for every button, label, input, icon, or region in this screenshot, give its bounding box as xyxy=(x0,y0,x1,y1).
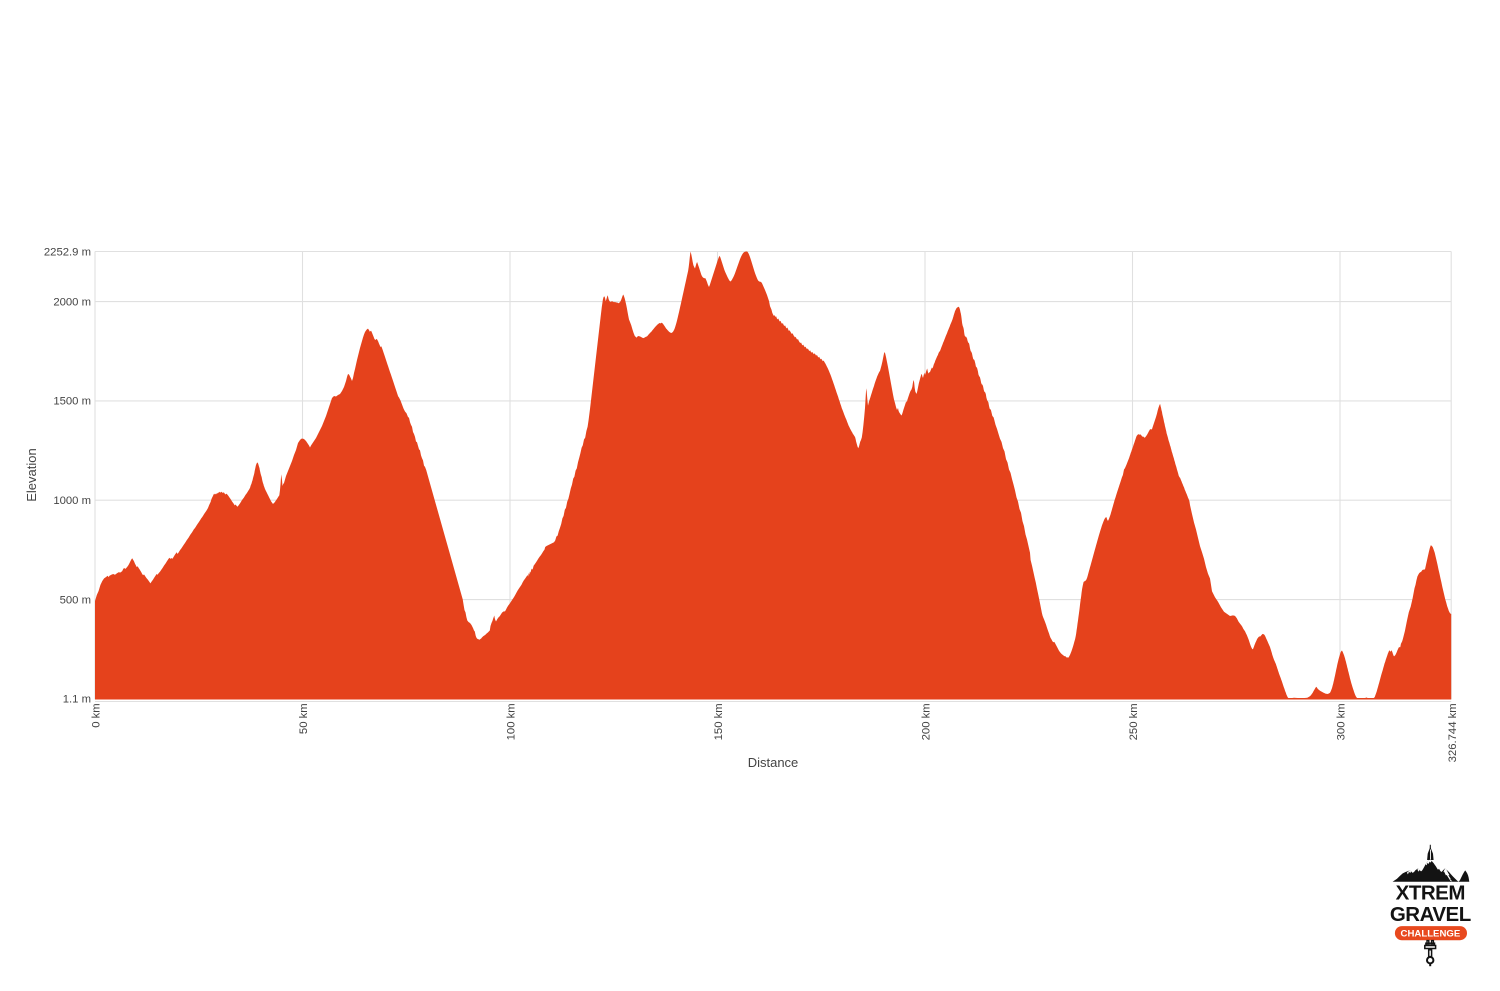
svg-text:250 km: 250 km xyxy=(1128,703,1140,740)
svg-text:GRAVEL: GRAVEL xyxy=(1390,903,1471,926)
svg-text:1.1 m: 1.1 m xyxy=(63,694,91,706)
svg-text:300 km: 300 km xyxy=(1336,703,1348,740)
svg-text:100 km: 100 km xyxy=(506,703,518,740)
svg-text:Elevation: Elevation xyxy=(24,448,39,501)
svg-text:200 km: 200 km xyxy=(921,703,933,740)
svg-text:0 km: 0 km xyxy=(91,703,103,727)
svg-text:2000 m: 2000 m xyxy=(53,296,91,308)
svg-text:1500 m: 1500 m xyxy=(53,396,91,408)
svg-text:1000 m: 1000 m xyxy=(53,495,91,507)
svg-text:50 km: 50 km xyxy=(298,703,310,734)
svg-text:150 km: 150 km xyxy=(713,703,725,740)
svg-text:326.744 km: 326.744 km xyxy=(1447,703,1459,762)
svg-text:2252.9 m: 2252.9 m xyxy=(44,246,91,258)
svg-text:Distance: Distance xyxy=(748,755,799,770)
svg-text:CHALLENGE: CHALLENGE xyxy=(1401,928,1461,939)
svg-text:500 m: 500 m xyxy=(60,594,91,606)
svg-text:XTREM: XTREM xyxy=(1396,882,1465,905)
